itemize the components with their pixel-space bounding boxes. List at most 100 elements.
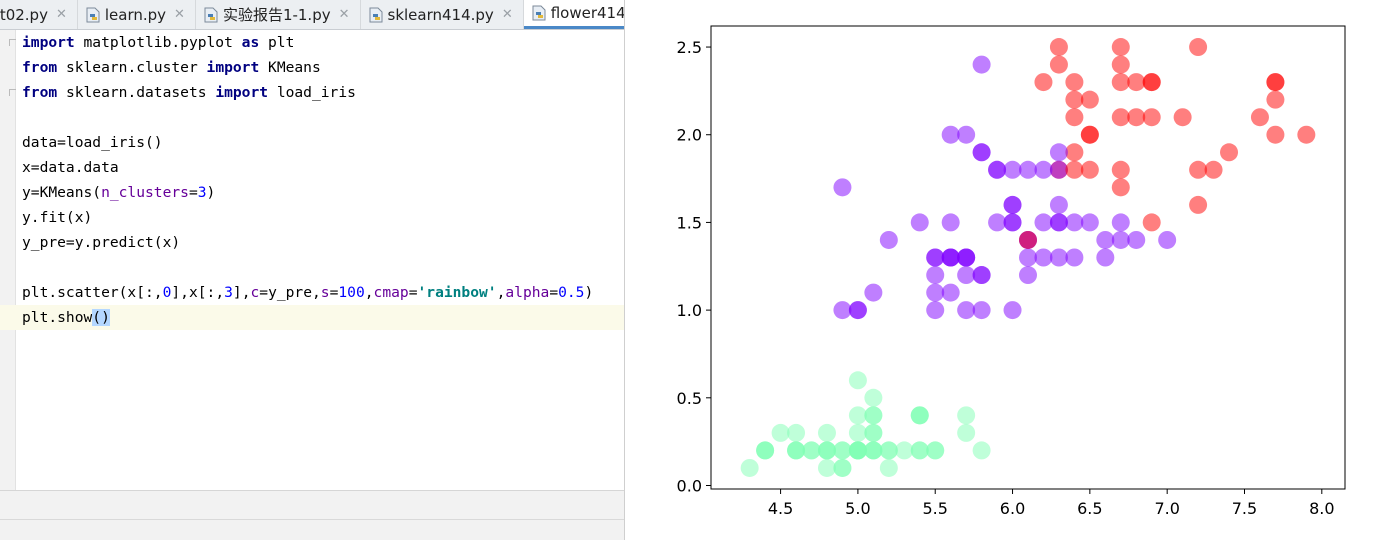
- scatter-point: [787, 441, 806, 460]
- scatter-point: [941, 213, 960, 232]
- scatter-point: [1003, 160, 1022, 179]
- scatter-point: [1019, 266, 1037, 285]
- scatter-point: [1096, 230, 1115, 249]
- scatter-point: [802, 441, 821, 460]
- scatter-point: [1204, 160, 1223, 179]
- close-icon[interactable]: ✕: [174, 7, 185, 22]
- code-line[interactable]: plt.show(): [0, 305, 624, 330]
- y-tick-label: 1.5: [677, 213, 702, 232]
- tab-3[interactable]: sklearn414.py ✕: [361, 0, 524, 29]
- scatter-point: [1019, 230, 1037, 249]
- tab-label: flower414: [550, 4, 624, 22]
- y-tick-label: 0.5: [677, 389, 702, 408]
- python-file-icon: [532, 5, 546, 21]
- code-line[interactable]: y=KMeans(n_clusters=3): [22, 180, 624, 205]
- x-tick-label: 5.5: [922, 499, 947, 518]
- matplotlib-figure: 4.5 5.0 5.5 6.0 6.5 7.0 7.5 8.0 0.0 0.5 1.0 1.5 2.0 2…: [624, 0, 1387, 540]
- scatter-point: [1080, 213, 1099, 232]
- code-token: ): [206, 184, 216, 201]
- scatter-point: [1034, 160, 1053, 179]
- scatter-point: [1111, 230, 1130, 249]
- scatter-point: [1080, 160, 1099, 179]
- scatter-point: [879, 458, 898, 477]
- scatter-point: [972, 55, 991, 74]
- scatter-point: [848, 301, 867, 320]
- tab-2[interactable]: 实验报告1-1.py ✕: [196, 0, 361, 29]
- scatter-point: [895, 441, 914, 460]
- fold-marker-icon[interactable]: [9, 39, 16, 46]
- scatter-point: [864, 423, 883, 442]
- scatter-point: [1111, 38, 1130, 57]
- scatter-point: [1111, 73, 1130, 92]
- scatter-point: [926, 248, 945, 267]
- scatter-point: [941, 125, 960, 144]
- code-line[interactable]: y.fit(x): [22, 205, 624, 230]
- scatter-point: [1065, 73, 1084, 92]
- scatter-point: [833, 441, 852, 460]
- tab-0[interactable]: st02.py ✕: [0, 0, 78, 29]
- scatter-point: [848, 423, 867, 442]
- scatter-point: [1266, 90, 1285, 109]
- scatter-point: [848, 371, 867, 390]
- close-icon[interactable]: ✕: [55, 7, 67, 22]
- code-token: sklearn.cluster: [57, 59, 207, 76]
- scatter-point: [988, 160, 1007, 179]
- python-file-icon: [86, 7, 100, 23]
- code-line[interactable]: from sklearn.datasets import load_iris: [22, 80, 624, 105]
- fold-marker-icon[interactable]: [9, 89, 16, 96]
- code-line[interactable]: plt.scatter(x[:,0],x[:,3],c=y_pre,s=100,…: [22, 280, 624, 305]
- scatter-point: [926, 301, 945, 320]
- code-line[interactable]: [22, 255, 624, 280]
- scatter-point: [848, 406, 867, 425]
- code-token: from: [22, 59, 58, 76]
- scatter-point: [833, 458, 852, 477]
- code-line[interactable]: from sklearn.cluster import KMeans: [22, 55, 624, 80]
- x-tick-label: 4.5: [768, 499, 793, 518]
- scatter-point: [1034, 73, 1053, 92]
- code-line[interactable]: [22, 105, 624, 130]
- tab-label: 实验报告1-1.py: [222, 6, 331, 24]
- tab-4[interactable]: flower414: [523, 0, 624, 29]
- code-line[interactable]: y_pre=y.predict(x): [22, 230, 624, 255]
- scatter-point: [957, 406, 976, 425]
- code-line[interactable]: x=data.data: [22, 155, 624, 180]
- code-area[interactable]: import matplotlib.pyplot as plt from skle…: [0, 30, 624, 330]
- tab-label: learn.py: [104, 5, 167, 24]
- scatter-point: [957, 125, 976, 144]
- scatter-point: [1065, 248, 1084, 267]
- scatter-point: [1065, 213, 1084, 232]
- code-token: ],: [232, 284, 251, 301]
- code-token: n_clusters: [101, 184, 189, 201]
- code-token: sklearn.datasets: [57, 84, 216, 101]
- scatter-point: [1049, 248, 1068, 267]
- scatter-point: [1080, 90, 1099, 109]
- code-token: s: [320, 284, 330, 301]
- code-line[interactable]: data=load_iris(): [22, 130, 624, 155]
- tab-1[interactable]: learn.py ✕: [78, 0, 196, 29]
- close-icon[interactable]: ✕: [338, 7, 350, 22]
- scatter-point: [1003, 195, 1022, 214]
- scatter-point: [1049, 160, 1068, 179]
- scatter-point: [1065, 143, 1084, 162]
- plot-frame: [710, 25, 1346, 490]
- scatter-point: [1049, 213, 1068, 232]
- y-tick-label: 0.0: [677, 476, 702, 495]
- scatter-point: [1111, 178, 1130, 197]
- scatter-point: [1142, 73, 1161, 92]
- scatter-point: [1173, 108, 1192, 127]
- y-tick-label: 1.0: [677, 301, 702, 320]
- code-token: 100: [338, 284, 365, 301]
- close-icon[interactable]: ✕: [501, 7, 513, 22]
- python-file-icon: [204, 7, 218, 23]
- scatter-point: [957, 248, 976, 267]
- scatter-point: [972, 301, 991, 320]
- code-token: ,: [364, 284, 374, 301]
- code-line[interactable]: import matplotlib.pyplot as plt: [22, 30, 624, 55]
- editor-bottom-panel: [0, 490, 624, 540]
- code-token: 0.5: [558, 284, 585, 301]
- scatter-point: [972, 143, 991, 162]
- scatter-point: [864, 406, 883, 425]
- scatter-point: [879, 441, 898, 460]
- code-editor-pane: st02.py✕learn.py✕实验报告1-1.py✕sklearn414.p…: [0, 0, 624, 540]
- code-token: =y_pre,: [259, 284, 321, 301]
